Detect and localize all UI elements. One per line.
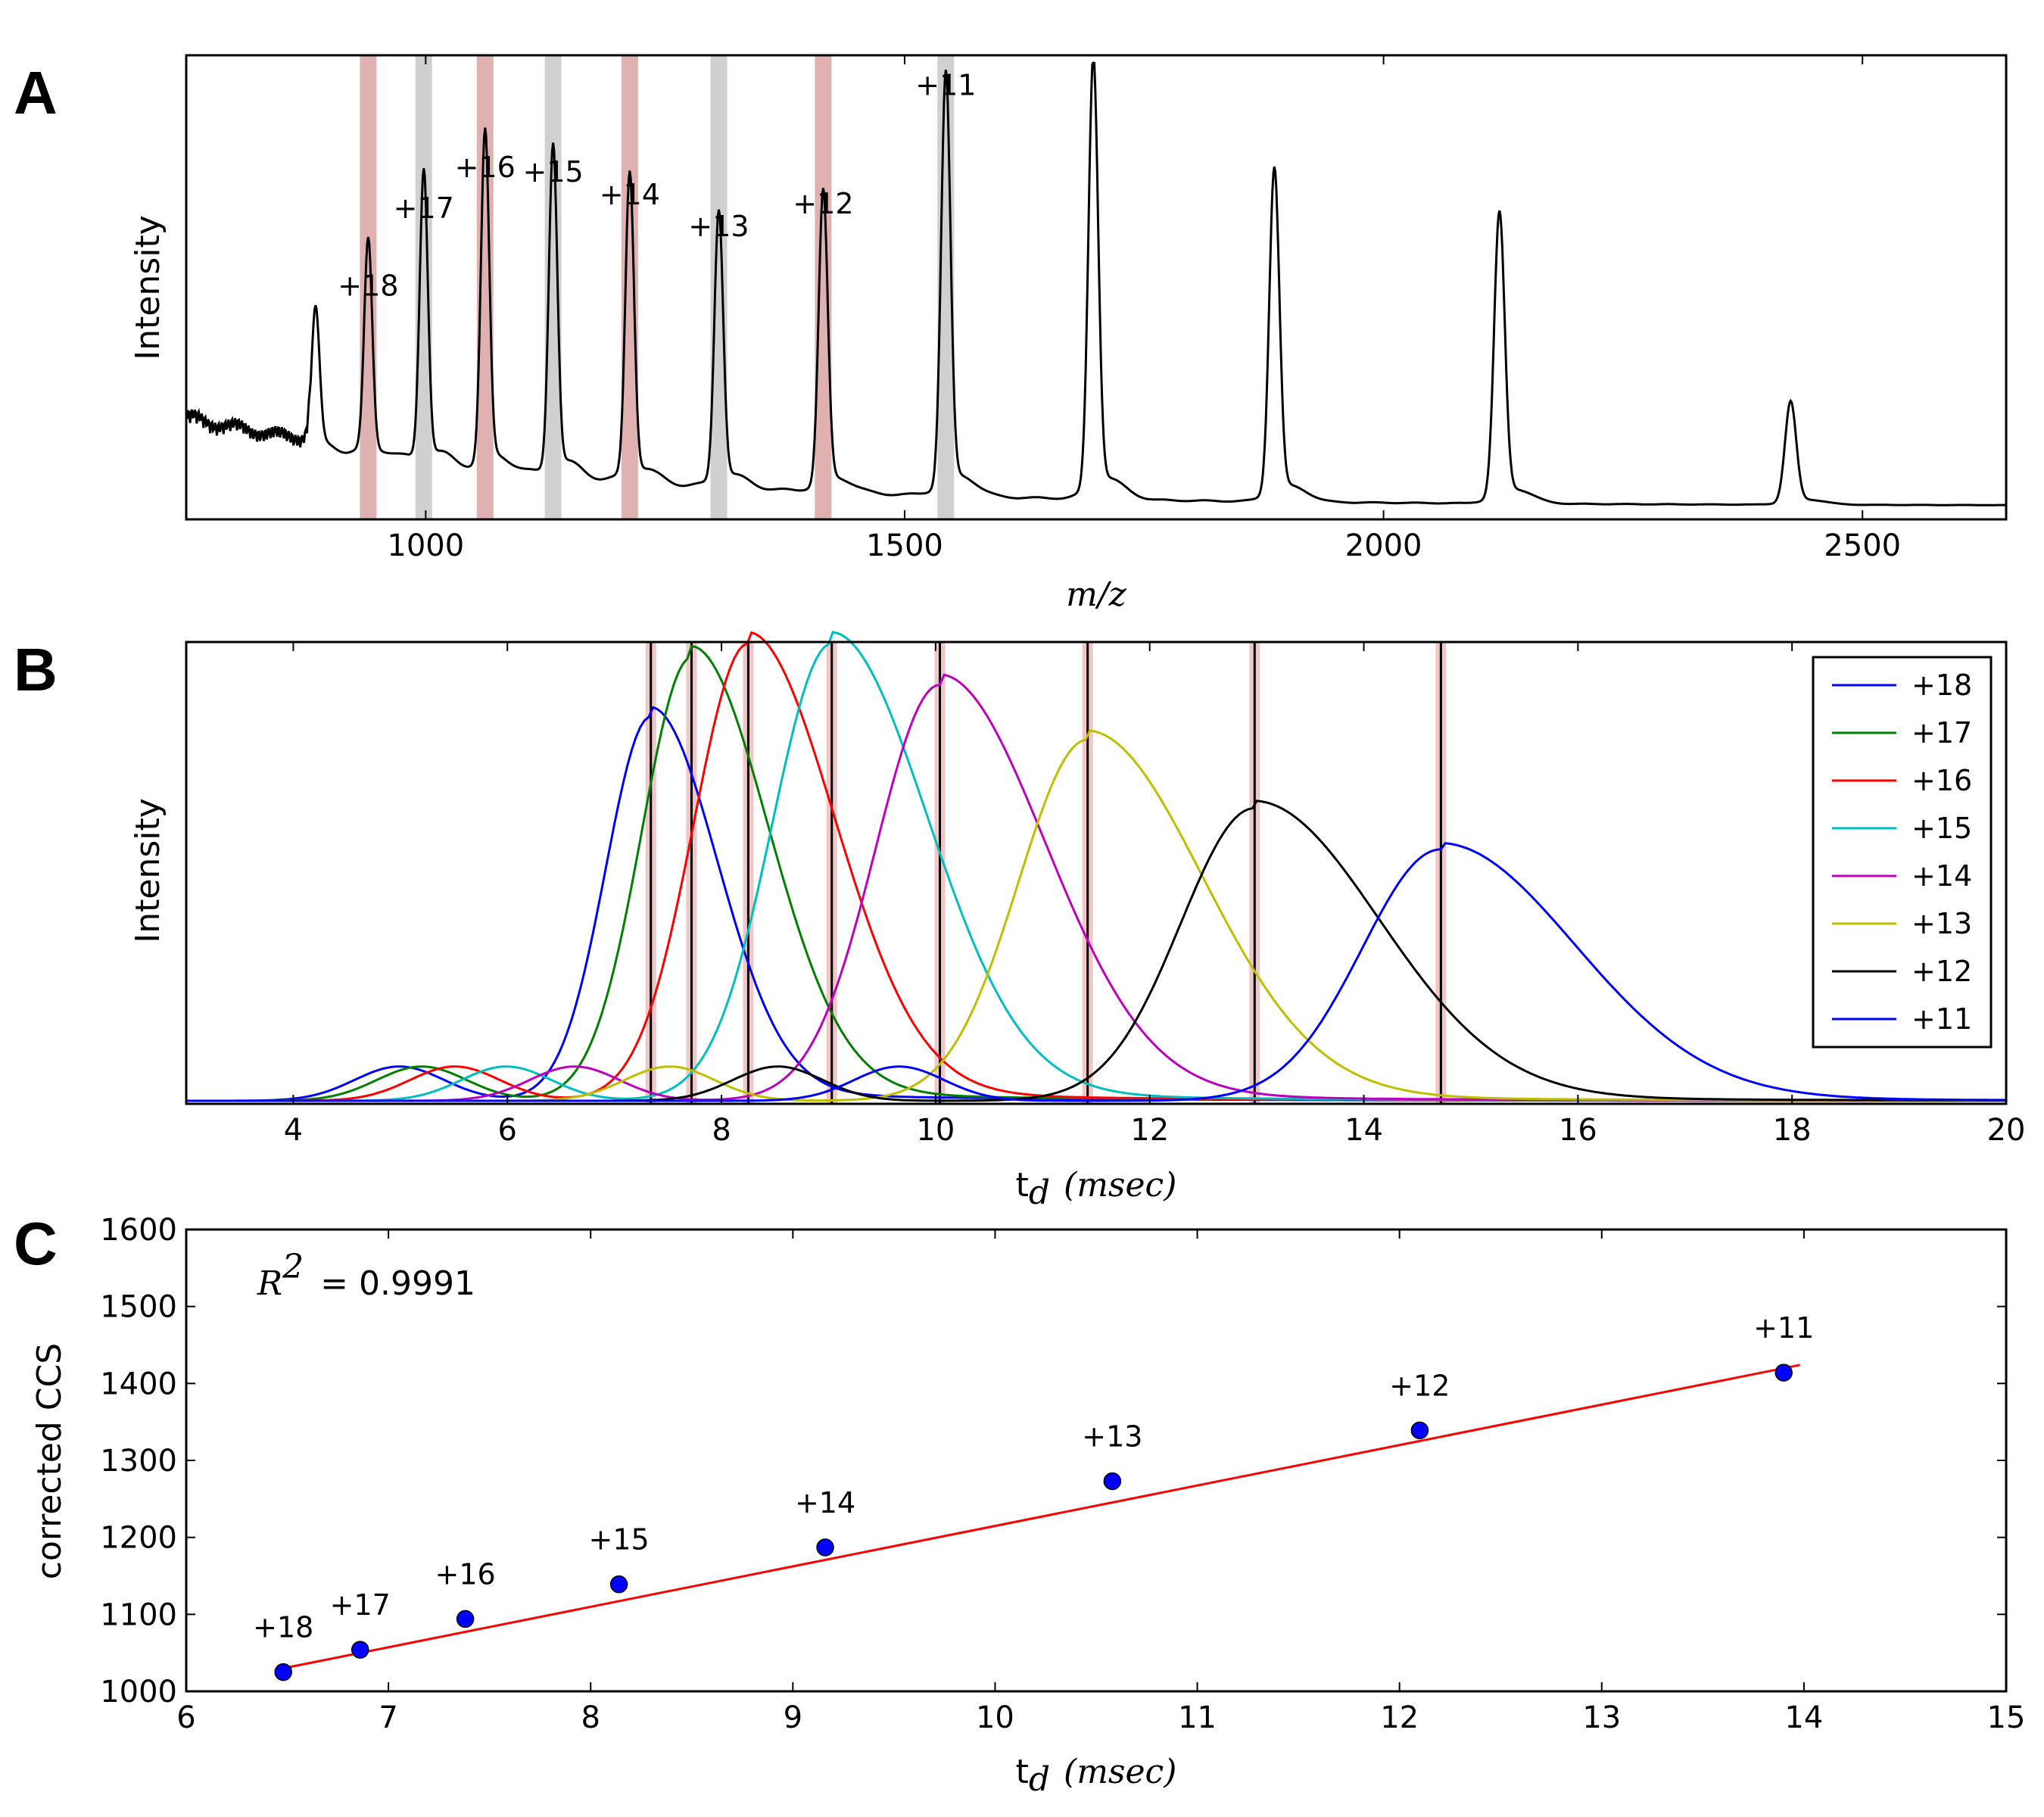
panel-b-legend: +18 +17 +16 +15 +14 +13 +12 +11 <box>1812 656 1993 1049</box>
x-tick-label: 18 <box>1773 1113 1812 1148</box>
x-tick-label: 9 <box>784 1700 802 1735</box>
peak-label: +14 <box>600 178 660 211</box>
highlight-band <box>710 55 728 519</box>
x-tick-label: 20 <box>1987 1113 2026 1148</box>
point-label: +12 <box>1389 1369 1450 1402</box>
peak-label: +15 <box>522 155 583 189</box>
highlight-band <box>815 55 832 519</box>
x-tick-label: 14 <box>1344 1113 1383 1148</box>
highlight-band <box>415 55 432 519</box>
x-tick-label: 8 <box>712 1113 731 1148</box>
y-tick-label: 1400 <box>100 1367 177 1401</box>
x-tick-label: 2500 <box>1824 528 1901 563</box>
data-point <box>816 1538 834 1557</box>
panel-a-ylabel: Intensity <box>129 215 167 360</box>
panel-a-xlabel: m/z <box>1066 575 1127 614</box>
y-tick-label: 1600 <box>100 1213 177 1248</box>
highlight-band <box>544 55 562 519</box>
data-point <box>1774 1364 1793 1382</box>
panel-b-ylabel: Intensity <box>129 798 167 943</box>
panel-b-frame <box>185 640 2008 1105</box>
panel-c-calibration: 6 7 8 9 10 11 12 13 14 15 1000 1100 1200 1300 1400 1500… <box>30 1213 2025 1799</box>
data-point <box>456 1610 475 1628</box>
legend-label: +14 <box>1912 859 1972 893</box>
y-tick-label: 1500 <box>100 1290 177 1325</box>
legend-label: +17 <box>1912 716 1972 750</box>
panel-a-mass-spectrum: +18 +17+16 +15 +14 +13 +12 +11 1000 1500 2000 250… <box>129 54 2008 614</box>
x-tick-label: 6 <box>176 1700 195 1735</box>
x-tick-label: 8 <box>581 1700 600 1735</box>
peak-label: +12 <box>793 187 853 220</box>
panel-c-ylabel: corrected CCS <box>30 1343 69 1579</box>
x-tick-label: 7 <box>379 1700 397 1735</box>
point-label: +13 <box>1082 1420 1142 1453</box>
highlight-band <box>621 55 638 519</box>
legend-label: +11 <box>1912 1002 1972 1036</box>
y-tick-label: 1000 <box>100 1675 177 1709</box>
x-tick-label: 4 <box>284 1113 303 1148</box>
highlight-band <box>360 55 377 519</box>
point-label: +15 <box>589 1523 650 1557</box>
legend-label: +16 <box>1912 764 1972 797</box>
legend-label: +13 <box>1912 907 1972 940</box>
x-tick-label: 1500 <box>866 528 943 563</box>
x-tick-label: 10 <box>916 1113 955 1148</box>
peak-label: +18 <box>338 270 398 303</box>
panel-b-xlabel: td (msec) <box>1016 1166 1177 1212</box>
legend-label: +18 <box>1912 669 1972 702</box>
panel-c-label: C <box>14 1210 58 1277</box>
point-label: +17 <box>330 1588 391 1622</box>
series-line-plus11 <box>186 842 2007 1102</box>
peak-label: +16 <box>455 151 516 184</box>
x-tick-label: 12 <box>1380 1700 1419 1735</box>
x-tick-label: 14 <box>1784 1700 1823 1735</box>
panel-a-frame <box>185 54 2008 521</box>
highlight-band <box>476 55 494 519</box>
y-tick-label: 1100 <box>100 1597 177 1632</box>
x-tick-label: 6 <box>498 1113 517 1148</box>
data-point <box>609 1575 628 1594</box>
data-point <box>1410 1421 1429 1440</box>
peak-label: +13 <box>688 210 749 243</box>
x-tick-label: 13 <box>1582 1700 1621 1735</box>
data-point <box>351 1641 369 1659</box>
x-tick-label: 15 <box>1987 1700 2026 1735</box>
y-tick-label: 1300 <box>100 1444 177 1479</box>
x-tick-label: 11 <box>1178 1700 1217 1735</box>
panel-a-label: A <box>14 59 58 126</box>
point-label: +18 <box>253 1611 313 1644</box>
peak-label: +17 <box>394 192 454 225</box>
panel-b-label: B <box>14 636 58 703</box>
x-tick-label: 10 <box>976 1700 1014 1735</box>
point-label: +11 <box>1753 1311 1814 1345</box>
r-squared-annotation: R2 = 0.9991 <box>257 1248 475 1303</box>
y-tick-label: 1200 <box>100 1521 177 1556</box>
data-point <box>1103 1472 1122 1491</box>
point-label: +16 <box>435 1557 496 1591</box>
panel-b-arrival-time: 4 6 8 10 12 14 16 18 20 Intensity td (msec) +18+1… <box>129 631 2026 1212</box>
x-tick-label: 16 <box>1559 1113 1597 1148</box>
legend-label: +12 <box>1912 955 1972 988</box>
x-tick-label: 1000 <box>387 528 464 563</box>
panel-c-xlabel: td (msec) <box>1016 1753 1177 1799</box>
legend-label: +15 <box>1912 812 1972 845</box>
peak-label: +11 <box>915 68 976 101</box>
x-tick-label: 2000 <box>1345 528 1422 563</box>
fit-line <box>287 1364 1800 1669</box>
point-label: +14 <box>795 1486 855 1519</box>
x-tick-label: 12 <box>1130 1113 1169 1148</box>
data-point <box>274 1663 292 1681</box>
mass-spectrum-trace <box>185 61 2006 506</box>
